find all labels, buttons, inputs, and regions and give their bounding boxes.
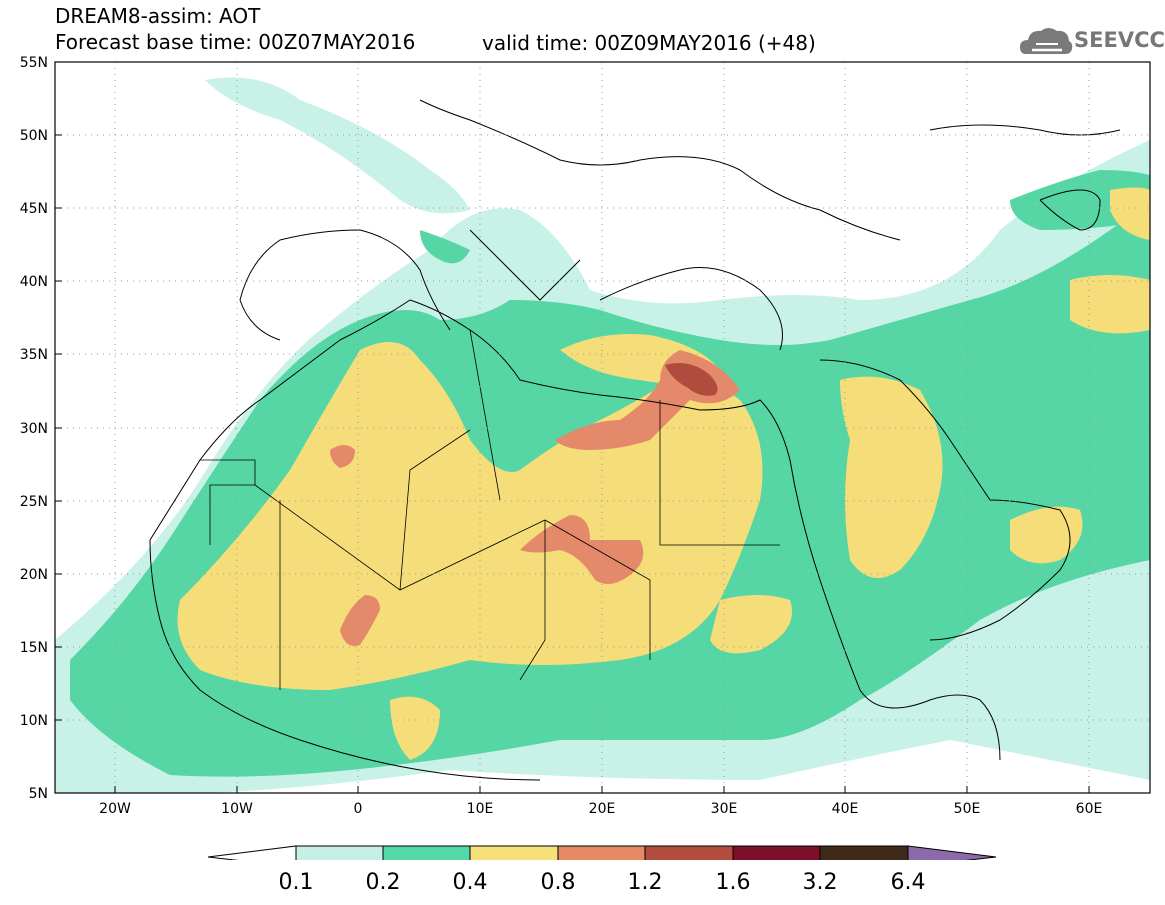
- gridlines: [55, 62, 1150, 793]
- colorbar-label: 0.4: [452, 870, 488, 895]
- lat-label: 35N: [20, 347, 48, 363]
- lon-label: 40E: [832, 801, 859, 817]
- colorbar-swatch: [469, 845, 559, 860]
- colorbar-label: 0.8: [540, 870, 576, 895]
- colorbar-label: 1.2: [627, 870, 663, 895]
- lon-label: 0: [354, 801, 363, 817]
- colorbar-low-triangle: [207, 845, 297, 860]
- colorbar-label: 1.6: [715, 870, 751, 895]
- lon-label: 10E: [467, 801, 494, 817]
- map-title: DREAM8-assim: AOT: [55, 4, 261, 28]
- lat-label: 20N: [20, 567, 48, 583]
- lat-label: 50N: [20, 128, 48, 144]
- lat-label: 25N: [20, 494, 48, 510]
- lon-label: 20W: [99, 801, 131, 817]
- coastlines: [149, 99, 1121, 781]
- aot-band-1-2: [665, 362, 718, 396]
- lon-label: 20E: [589, 801, 616, 817]
- lat-label: 5N: [29, 786, 48, 802]
- lat-label: 15N: [20, 640, 48, 656]
- colorbar-swatch: [644, 845, 734, 860]
- lat-label: 10N: [20, 713, 48, 729]
- base-time-label: Forecast base time: 00Z07MAY2016: [55, 30, 416, 54]
- latitude-labels: 55N 50N 45N 40N 35N 30N 25N 20N 15N 10N …: [20, 55, 48, 802]
- colorbar-swatch: [295, 845, 384, 860]
- colorbar-swatch: [732, 845, 821, 860]
- valid-time-label: valid time: 00Z09MAY2016 (+48): [482, 31, 816, 55]
- lon-label: 60E: [1076, 801, 1103, 817]
- lat-label: 30N: [20, 421, 48, 437]
- seevccc-logo: SEEVCCC: [1018, 22, 1165, 62]
- colorbar-swatch: [819, 845, 909, 860]
- lat-label: 40N: [20, 274, 48, 290]
- tick-marks: [55, 61, 1090, 794]
- colorbar-label: 6.4: [890, 870, 926, 895]
- aot-map: 55N 50N 45N 40N 35N 30N 25N 20N 15N 10N …: [20, 55, 1151, 860]
- colorbar-high-triangle: [907, 845, 997, 860]
- logo-text: SEEVCCC: [1074, 28, 1165, 52]
- lat-label: 45N: [20, 201, 48, 217]
- lon-label: 50E: [954, 801, 981, 817]
- lat-label: 55N: [20, 55, 48, 71]
- borders: [200, 329, 780, 690]
- lon-label: 10W: [221, 801, 253, 817]
- cloud-icon: [1020, 28, 1073, 54]
- colorbar-swatch: [382, 845, 471, 860]
- colorbar: [207, 845, 997, 860]
- colorbar-label: 3.2: [802, 870, 838, 895]
- longitude-labels: 20W 10W 0 10E 20E 30E 40E 50E 60E: [99, 801, 1102, 817]
- lon-label: 30E: [711, 801, 738, 817]
- aot-field: [55, 77, 1150, 793]
- colorbar-label: 0.2: [365, 870, 401, 895]
- colorbar-swatch: [557, 845, 646, 860]
- colorbar-label: 0.1: [278, 870, 314, 895]
